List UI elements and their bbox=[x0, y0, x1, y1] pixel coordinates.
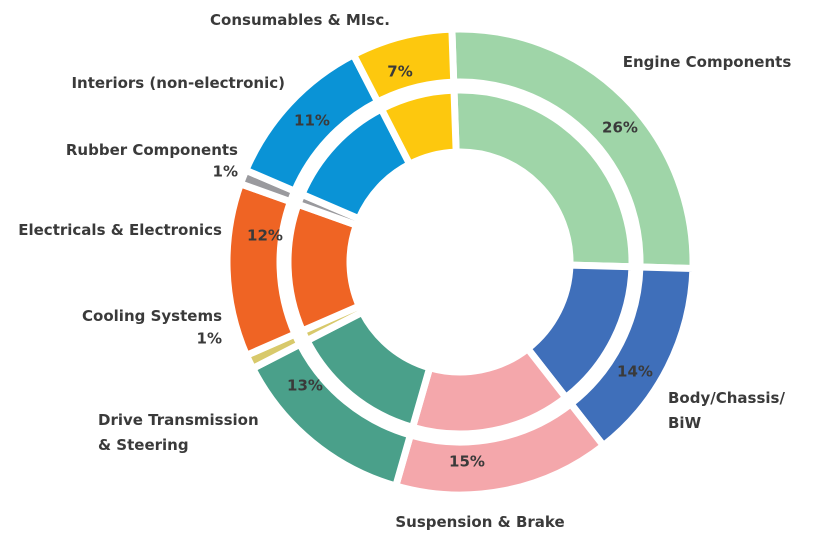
value-label: 1% bbox=[213, 163, 238, 181]
slice-label: Interiors (non-electronic) bbox=[71, 74, 285, 92]
outer-segment bbox=[348, 25, 458, 107]
label-line: Cooling Systems bbox=[82, 307, 222, 325]
label-line: Body/Chassis/ bbox=[668, 389, 785, 407]
slice-label: Cooling Systems bbox=[82, 307, 222, 325]
value-label: 1% bbox=[197, 330, 222, 348]
label-line: Engine Components bbox=[623, 53, 792, 71]
label-line: Rubber Components bbox=[66, 141, 238, 159]
inner-segment bbox=[450, 86, 636, 271]
slice-label: Engine Components bbox=[623, 53, 792, 71]
label-line: & Steering bbox=[98, 436, 189, 454]
slice-label: Electricals & Electronics bbox=[18, 221, 222, 239]
label-line: Suspension & Brake bbox=[395, 513, 564, 531]
label-line: Interiors (non-electronic) bbox=[71, 74, 285, 92]
label-line: BiW bbox=[668, 414, 702, 432]
slice-label: Consumables & MIsc. bbox=[210, 11, 390, 29]
label-line: Electricals & Electronics bbox=[18, 221, 222, 239]
slice-label: Drive Transmission & Steering bbox=[98, 411, 259, 454]
value-label: 13% bbox=[287, 377, 323, 395]
value-label: 12% bbox=[247, 227, 283, 245]
slice-label: Rubber Components bbox=[66, 141, 238, 159]
value-label: 15% bbox=[449, 453, 485, 471]
value-label: 26% bbox=[602, 119, 638, 137]
value-label: 14% bbox=[617, 363, 653, 381]
value-label: 11% bbox=[294, 112, 330, 130]
slice-label: Body/Chassis/BiW bbox=[668, 389, 785, 432]
inner-segment bbox=[376, 86, 460, 169]
label-line: Consumables & MIsc. bbox=[210, 11, 390, 29]
label-line: Drive Transmission bbox=[98, 411, 259, 429]
value-label: 7% bbox=[387, 63, 412, 81]
slice-label: Suspension & Brake bbox=[395, 513, 564, 531]
